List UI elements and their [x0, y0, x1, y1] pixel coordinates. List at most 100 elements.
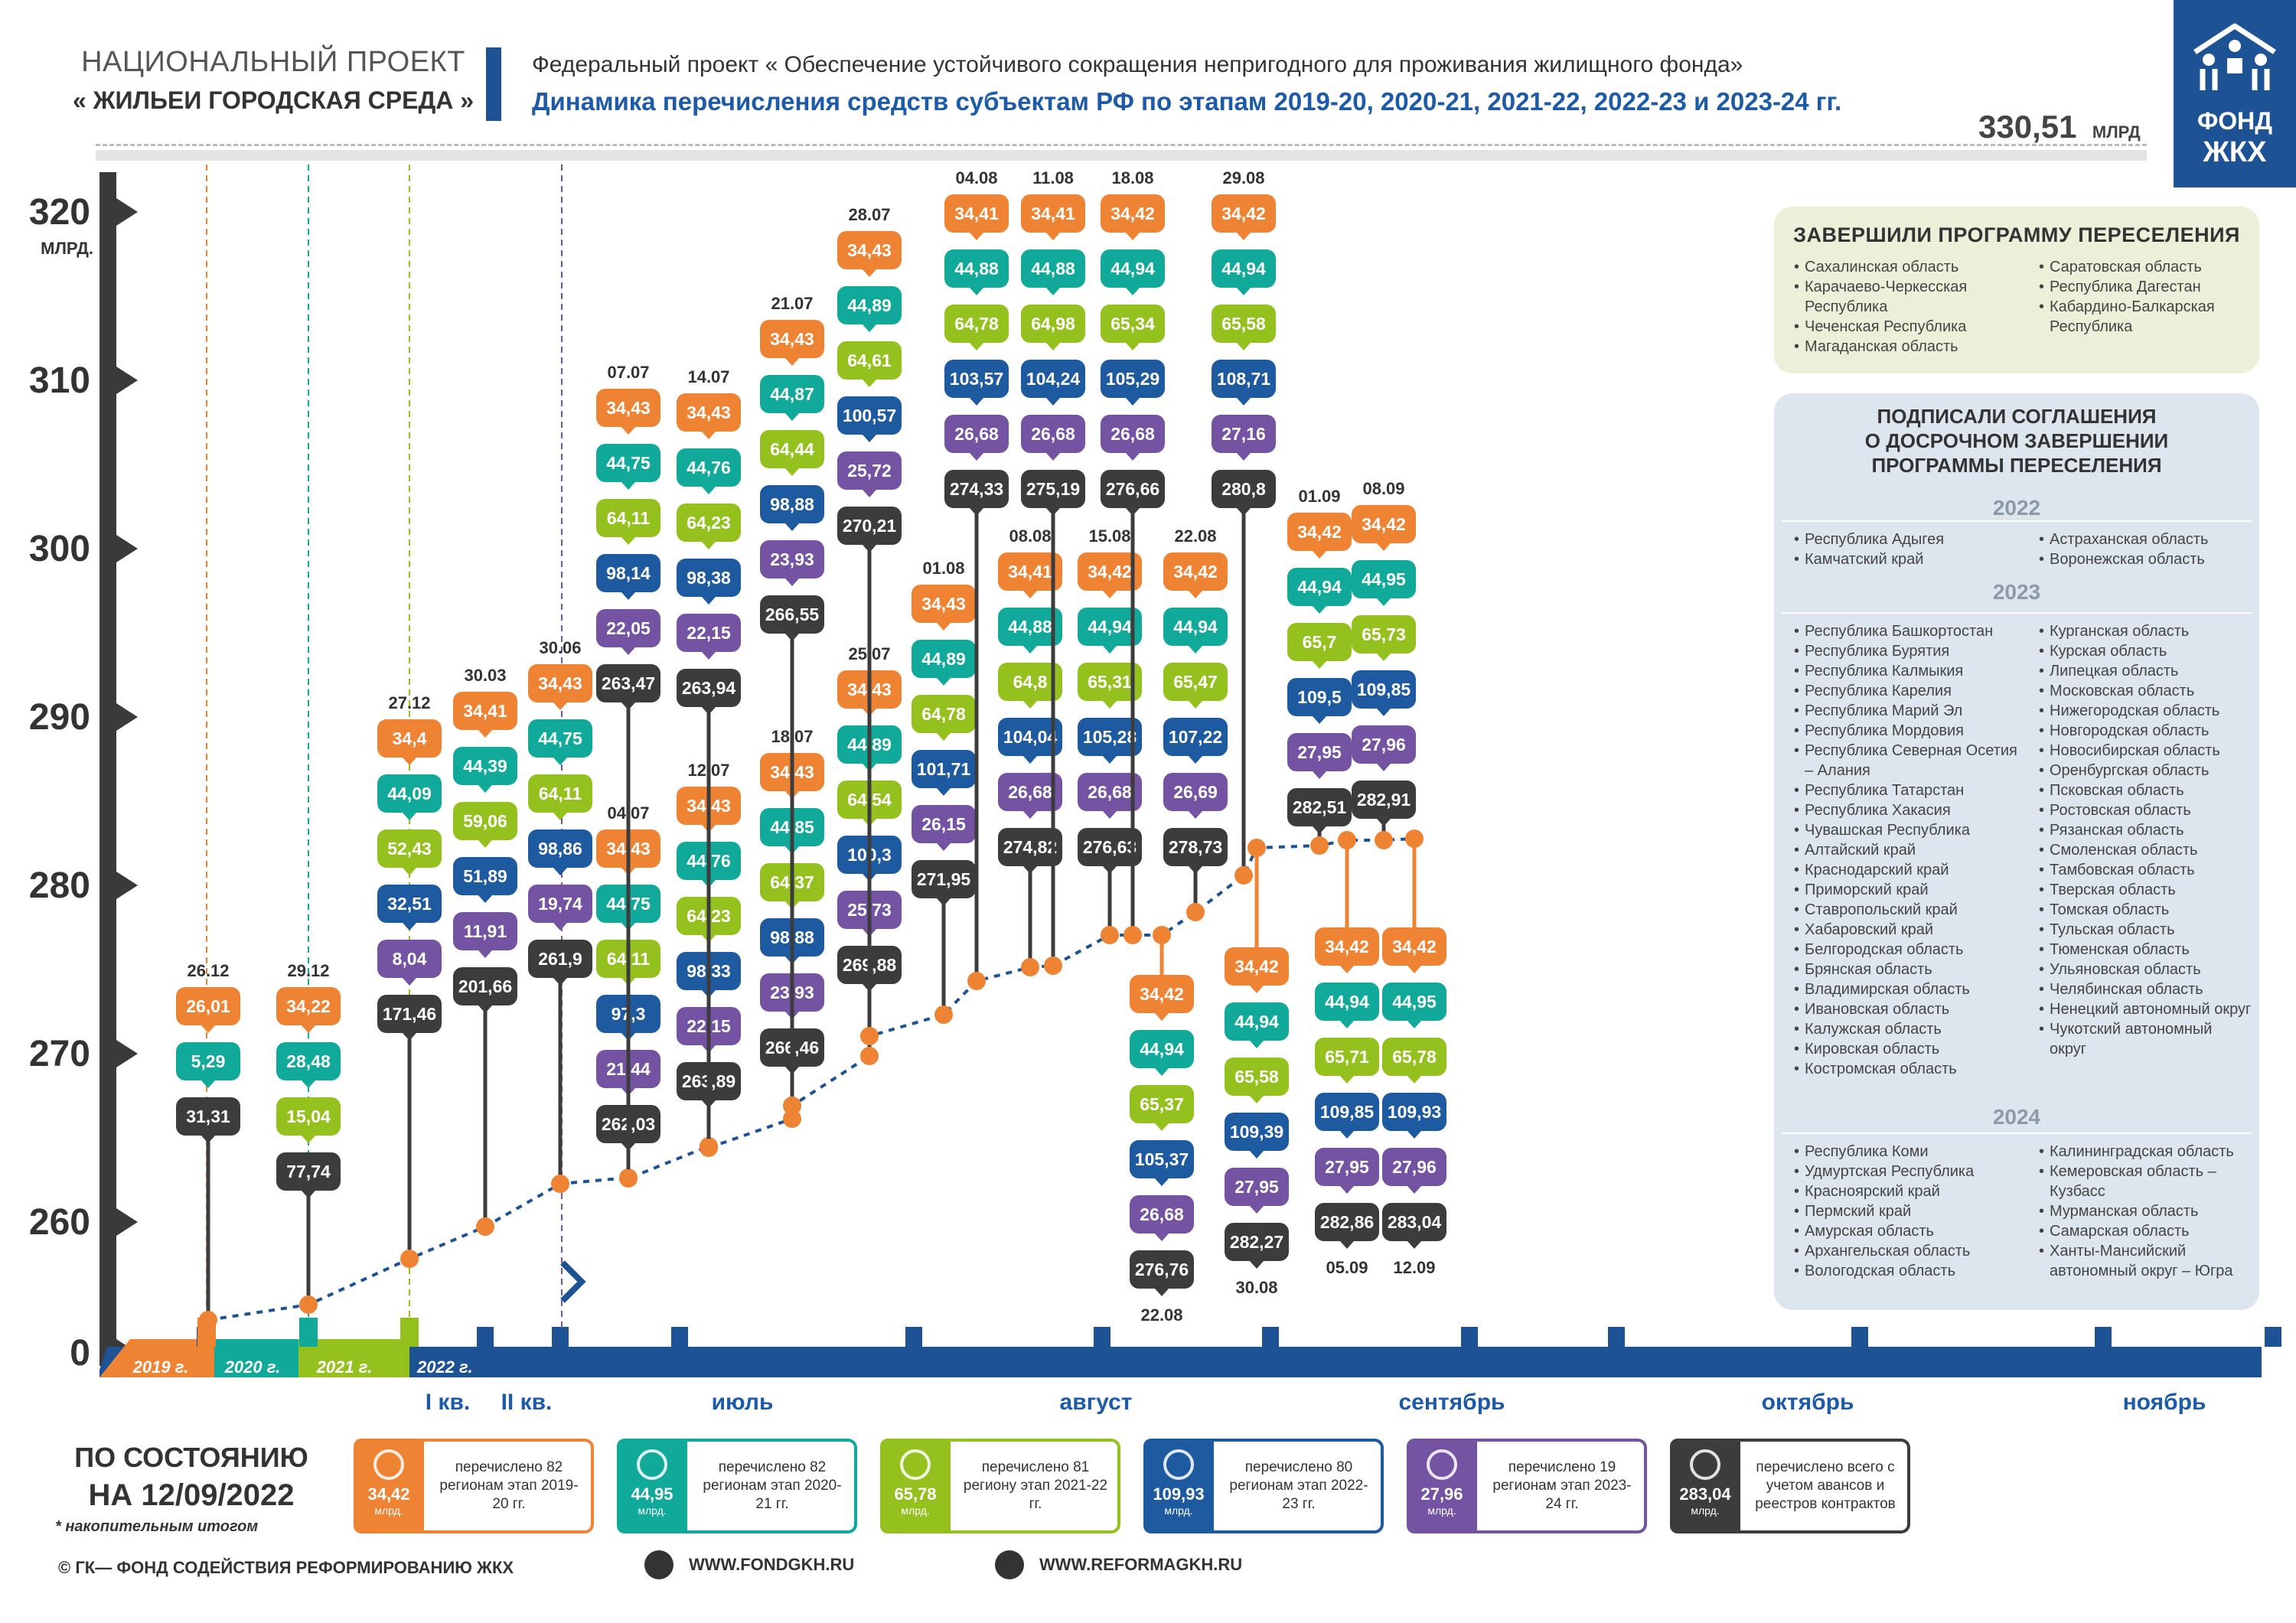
data-point: [934, 1005, 953, 1024]
year-2022-col2: Астраханская областьВоронежская область: [2039, 530, 2253, 569]
site-link-1[interactable]: WWW.FONDGKH.RU: [644, 1550, 854, 1579]
stack-value-box: [944, 470, 1009, 508]
chevron-right-icon: [560, 1260, 586, 1303]
stack-box-pointer: [1023, 756, 1037, 764]
region-item: Республика Бурятия: [1794, 641, 2024, 661]
site-link-2[interactable]: WWW.REFORMAGKH.RU: [995, 1550, 1242, 1579]
region-item: Тамбовская область: [2039, 860, 2253, 880]
stack-value-box: [176, 1097, 240, 1136]
stack-value-box: [1225, 1002, 1289, 1041]
stack-value-box: [276, 1097, 341, 1136]
stack-value: 104,04: [1003, 727, 1058, 747]
stack-value-box: [1212, 360, 1276, 398]
stack-value: 26,68: [1031, 424, 1075, 444]
region-item: Тверская область: [2039, 880, 2253, 900]
site-link-2-text: WWW.REFORMAGKH.RU: [1039, 1555, 1243, 1574]
stack-box-pointer: [621, 702, 635, 710]
stack-value: 109,93: [1388, 1102, 1441, 1122]
stack-box-pointer: [702, 542, 716, 549]
header-accent-bar: [486, 47, 501, 121]
region-item: Томская область: [2039, 900, 2253, 920]
header-gray-band: [96, 150, 2147, 161]
legend-text: перечислено всего с учетом авансов и рее…: [1755, 1459, 1896, 1512]
y-tick-label: 300: [29, 529, 90, 569]
legend-value-box: 34,42 млрд.: [354, 1439, 424, 1533]
stack-value: 65,31: [1088, 672, 1132, 692]
stack-box-pointer: [1377, 709, 1391, 716]
data-point: [1124, 926, 1142, 944]
copyright: © ГК— ФОНД СОДЕЙСТВИЯ РЕФОРМИРОВАНИЮ ЖКХ: [58, 1558, 514, 1577]
timeline-segment-2020: [214, 1339, 298, 1377]
stack-date: 29.08: [1222, 168, 1264, 187]
stack-value: 44,94: [1325, 992, 1369, 1012]
stack-value: 263,94: [682, 678, 736, 698]
stack-value: 34,43: [606, 398, 651, 418]
stack-box-pointer: [1407, 1241, 1421, 1249]
stack-box-pointer: [553, 758, 567, 765]
stack-value-box: [760, 430, 824, 468]
stack-box-pointer: [1103, 701, 1117, 709]
y-tick-label: 280: [29, 865, 90, 906]
stack-box-pointer: [970, 288, 983, 295]
stack-value: 65,47: [1173, 672, 1218, 692]
stack-box-pointer: [1377, 543, 1391, 551]
stack-box-pointer: [1189, 646, 1202, 653]
legend-value-box: 44,95 млрд.: [617, 1439, 687, 1533]
region-item: Калининградская область: [2039, 1142, 2253, 1162]
chart-subtitle: Динамика перечисления средств субъектам …: [532, 87, 1842, 116]
stack-box-pointer: [1126, 508, 1140, 516]
stack-value-box: [1315, 983, 1379, 1021]
stack-value-box: [837, 286, 902, 324]
stack-value-box: [1225, 947, 1289, 986]
stack-box-pointer: [1377, 598, 1391, 606]
stack-box-pointer: [1250, 1151, 1264, 1159]
y-tick-label: 310: [29, 360, 90, 401]
stack-box-pointer: [863, 380, 876, 387]
x-axis-label: II кв.: [501, 1390, 553, 1415]
stack-value-box: [596, 609, 660, 647]
data-point: [1044, 957, 1062, 975]
stack-value: 26,01: [186, 996, 230, 1016]
stack-value: 261,9: [538, 949, 582, 969]
stack-value: 34,41: [1008, 562, 1052, 582]
stack-value-box: [1382, 1093, 1446, 1131]
stack-value: 44,39: [463, 756, 507, 776]
stack-value-box: [1078, 552, 1142, 591]
stack-value: 32,51: [387, 894, 432, 914]
stack-value-box: [1163, 552, 1228, 591]
stack-box-pointer: [937, 898, 951, 906]
stack-value-box: [1101, 194, 1165, 233]
stack-value-box: [377, 829, 442, 868]
stack-box-pointer: [1155, 1123, 1169, 1131]
stack-value-box: [998, 663, 1062, 701]
stack-value-box: [1382, 983, 1446, 1021]
header-divider: [96, 144, 2147, 146]
legend-unit: млрд.: [638, 1504, 667, 1517]
stack-box-pointer: [1023, 811, 1037, 819]
stack-value: 64,98: [1031, 314, 1075, 334]
stack-value: 27,96: [1392, 1157, 1437, 1177]
stack-value-box: [1212, 470, 1276, 508]
y-tick-arrow: [116, 872, 138, 899]
stack-value-box: [596, 554, 660, 592]
stack-box-pointer: [1340, 1131, 1354, 1139]
stack-value: 280,8: [1221, 479, 1266, 499]
year-2022-label: 2022: [1992, 496, 2041, 520]
data-point: [1375, 831, 1393, 849]
stack-value: 52,43: [387, 839, 432, 859]
stack-value-box: [1163, 828, 1228, 866]
stack-box-pointer: [1340, 1186, 1354, 1194]
stack-value: 19,74: [538, 894, 582, 914]
stack-box-pointer: [1189, 866, 1202, 874]
stack-value-box: [1021, 415, 1085, 453]
stack-value: 44,75: [538, 728, 582, 748]
y-tick-arrow: [116, 367, 138, 394]
stack-box-pointer: [937, 733, 951, 741]
stack-box-pointer: [1189, 701, 1202, 709]
stack-value: 44,94: [1140, 1039, 1184, 1059]
data-point: [860, 1027, 879, 1045]
stack-value: 34,43: [770, 329, 814, 349]
stack-value: 282,86: [1320, 1212, 1374, 1232]
stack-value-box: [944, 360, 1009, 398]
stack-value: 26,68: [1008, 782, 1052, 802]
